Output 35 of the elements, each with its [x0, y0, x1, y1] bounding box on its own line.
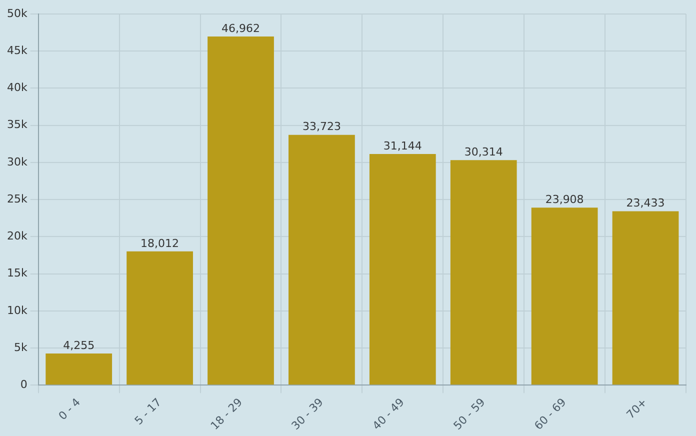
x-tick-label: 60 - 69 [532, 396, 569, 432]
bar [288, 134, 355, 385]
y-tick-label: 50k [6, 6, 28, 20]
x-tick-label: 70+ [624, 396, 650, 422]
y-tick-label: 10k [6, 304, 28, 317]
data-label: 33,723 [302, 120, 341, 134]
x-tick-label: 0 - 4 [56, 396, 83, 423]
bar [450, 160, 517, 385]
data-label: 18,012 [140, 236, 180, 250]
data-label: 31,144 [383, 139, 422, 152]
bar [46, 354, 112, 385]
data-label: 23,433 [626, 196, 665, 210]
data-label: 46,962 [222, 22, 260, 35]
bar [531, 208, 598, 385]
y-tick-label: 30k [6, 155, 28, 168]
x-tick-label: 18 - 29 [208, 396, 245, 432]
data-label: 4,255 [63, 338, 95, 352]
y-tick-label: 45k [6, 44, 28, 57]
data-label: 23,908 [545, 193, 584, 206]
bar [208, 36, 274, 385]
y-tick-label: 35k [6, 118, 28, 132]
bar [369, 154, 436, 385]
x-tick-label: 5 - 17 [132, 396, 164, 428]
x-tick-label: 30 - 39 [289, 396, 326, 432]
data-label: 30,314 [464, 145, 503, 158]
y-tick-label: 20k [6, 230, 28, 243]
x-tick-label: 50 - 59 [451, 396, 488, 432]
x-tick-label: 40 - 49 [370, 396, 407, 432]
bar [126, 251, 193, 385]
y-tick-label: 40k [6, 81, 28, 94]
y-tick-label: 5k [14, 340, 28, 354]
y-tick-label: 0 [20, 378, 28, 391]
y-tick-label: 15k [6, 266, 28, 280]
y-tick-label: 25k [6, 192, 28, 206]
bar [612, 211, 679, 385]
